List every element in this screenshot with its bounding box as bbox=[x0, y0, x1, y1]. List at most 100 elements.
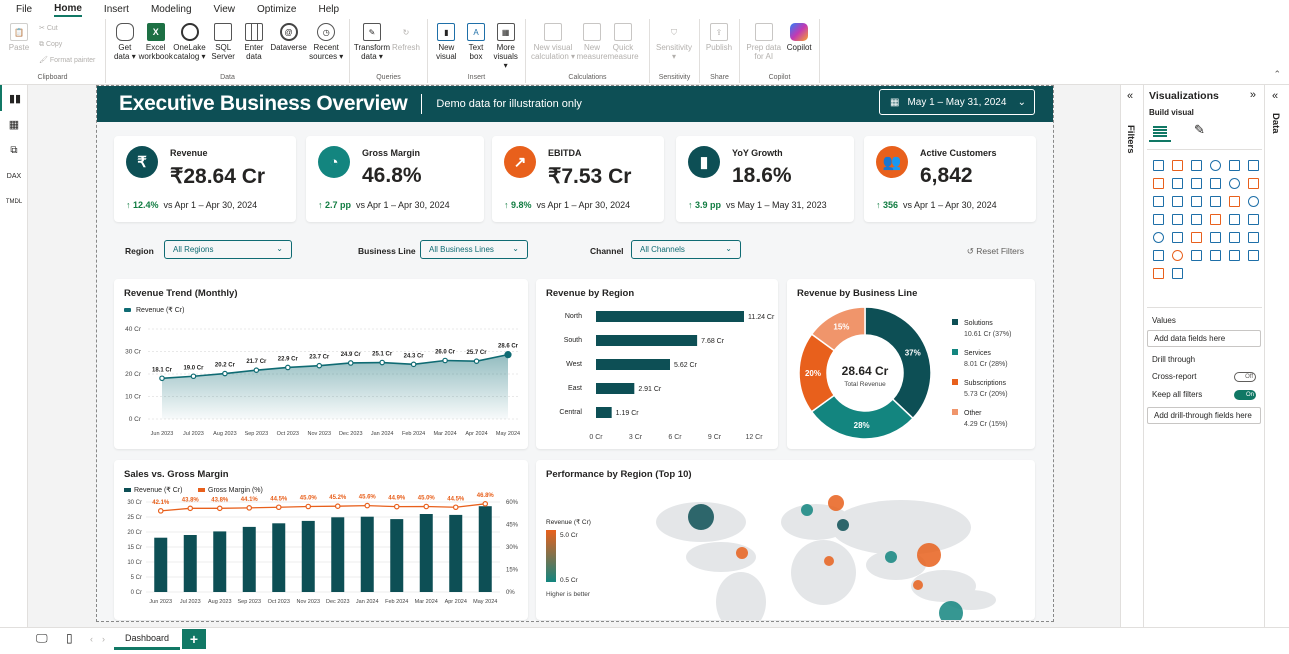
menu-modeling[interactable]: Modeling bbox=[150, 4, 192, 15]
sensitivity-button[interactable]: ⛉ Sensitivity ▾ bbox=[654, 21, 694, 83]
visual-type-icon[interactable] bbox=[1188, 193, 1205, 210]
revenue-trend-card[interactable]: Revenue Trend (Monthly) Revenue (₹ Cr) 0 … bbox=[114, 279, 528, 449]
values-well[interactable]: Add data fields here bbox=[1147, 330, 1261, 347]
more-visuals-button[interactable]: ▦ More visuals ▾ bbox=[491, 21, 520, 83]
visual-type-icon[interactable] bbox=[1169, 247, 1186, 264]
publish-button[interactable]: ⇪ Publish bbox=[704, 21, 734, 83]
model-view-button[interactable]: ⧉ bbox=[0, 137, 28, 163]
copilot-button[interactable]: Copilot bbox=[784, 21, 814, 83]
visual-type-icon[interactable] bbox=[1245, 193, 1262, 210]
region-dropdown[interactable]: All Regions ⌄ bbox=[164, 240, 292, 259]
menu-file[interactable]: File bbox=[16, 4, 33, 15]
tab-dashboard[interactable]: Dashboard bbox=[114, 628, 180, 650]
enter-data-button[interactable]: Enter data bbox=[239, 21, 269, 83]
visual-type-icon[interactable] bbox=[1150, 265, 1167, 282]
visual-type-icon[interactable] bbox=[1169, 193, 1186, 210]
visual-type-icon[interactable] bbox=[1207, 229, 1224, 246]
visual-type-icon[interactable] bbox=[1169, 157, 1186, 174]
dataverse-button[interactable]: @ Dataverse bbox=[270, 21, 308, 83]
expand-data-icon[interactable]: « bbox=[1272, 90, 1279, 102]
menu-optimize[interactable]: Optimize bbox=[257, 4, 297, 15]
visual-type-icon[interactable] bbox=[1150, 211, 1167, 228]
text-box-button[interactable]: A Text box bbox=[462, 21, 491, 83]
visual-type-icon[interactable] bbox=[1169, 211, 1186, 228]
visual-type-icon[interactable] bbox=[1207, 157, 1224, 174]
new-visual-calculation-button[interactable]: New visual calculation ▾ bbox=[530, 21, 576, 83]
data-pane[interactable]: « Data bbox=[1264, 85, 1289, 627]
visual-type-icon[interactable] bbox=[1188, 247, 1205, 264]
filters-pane[interactable]: « Filters bbox=[1120, 85, 1143, 627]
channel-dropdown[interactable]: All Channels ⌄ bbox=[631, 240, 741, 259]
kpi-card[interactable]: ↗ EBITDA ₹7.53 Cr ↑ 9.8% vs Apr 1 – Apr … bbox=[492, 136, 664, 222]
paste-button[interactable]: 📋 Paste bbox=[4, 21, 34, 83]
cut-button[interactable]: ✂ Cut bbox=[39, 25, 58, 32]
new-visual-button[interactable]: ▮ New visual bbox=[432, 21, 461, 83]
build-visual-tab[interactable] bbox=[1149, 122, 1171, 142]
format-visual-tab[interactable]: ✎ bbox=[1194, 122, 1205, 138]
tmdl-view-button[interactable]: TMDL bbox=[0, 189, 28, 215]
business-line-dropdown[interactable]: All Business Lines ⌄ bbox=[420, 240, 528, 259]
visual-type-icon[interactable] bbox=[1150, 175, 1167, 192]
visual-type-icon[interactable] bbox=[1150, 247, 1167, 264]
excel-workbook-button[interactable]: X Excel workbook bbox=[139, 21, 173, 83]
visual-type-icon[interactable] bbox=[1169, 229, 1186, 246]
sql-server-button[interactable]: SQL Server bbox=[208, 21, 238, 83]
visual-type-icon[interactable] bbox=[1207, 247, 1224, 264]
menu-home[interactable]: Home bbox=[54, 3, 82, 17]
new-measure-button[interactable]: New measure bbox=[576, 21, 608, 83]
cross-report-toggle[interactable]: Off bbox=[1234, 372, 1256, 382]
visual-type-icon[interactable] bbox=[1150, 193, 1167, 210]
kpi-card[interactable]: 👥 Active Customers 6,842 ↑ 356 vs Apr 1 … bbox=[864, 136, 1036, 222]
visual-type-icon[interactable] bbox=[1188, 229, 1205, 246]
quick-measure-button[interactable]: Quick measure bbox=[607, 21, 639, 83]
copy-button[interactable]: ⧉ Copy bbox=[39, 41, 63, 48]
visual-type-icon[interactable] bbox=[1169, 265, 1186, 282]
format-painter-button[interactable]: 🖌 Format painter bbox=[39, 57, 96, 64]
visual-type-icon[interactable] bbox=[1188, 157, 1205, 174]
visual-type-icon[interactable] bbox=[1169, 175, 1186, 192]
drill-through-well[interactable]: Add drill-through fields here bbox=[1147, 407, 1261, 424]
visual-type-icon[interactable] bbox=[1188, 211, 1205, 228]
visual-type-icon[interactable] bbox=[1188, 175, 1205, 192]
transform-data-button[interactable]: ✎ Transform data ▾ bbox=[354, 21, 390, 83]
visual-type-icon[interactable] bbox=[1207, 193, 1224, 210]
reset-filters-button[interactable]: ↺ Reset Filters bbox=[966, 246, 1024, 256]
visual-type-icon[interactable] bbox=[1226, 229, 1243, 246]
visual-type-icon[interactable] bbox=[1245, 211, 1262, 228]
performance-by-region-card[interactable]: Performance by Region (Top 10) Revenue (… bbox=[536, 460, 1035, 621]
menu-help[interactable]: Help bbox=[318, 4, 340, 15]
keep-all-filters-toggle[interactable]: On bbox=[1234, 390, 1256, 400]
visual-type-icon[interactable] bbox=[1245, 247, 1262, 264]
revenue-by-business-line-card[interactable]: Revenue by Business Line 37% 28% 20% 15% 28.… bbox=[787, 279, 1035, 449]
menu-view[interactable]: View bbox=[213, 4, 236, 15]
refresh-button[interactable]: ↻ Refresh bbox=[391, 21, 421, 83]
visual-type-icon[interactable] bbox=[1207, 211, 1224, 228]
collapse-ribbon-icon[interactable]: ⌃ bbox=[1273, 69, 1281, 79]
revenue-by-region-card[interactable]: Revenue by Region 0 Cr 3 Cr 6 Cr 9 Cr 12 Cr N… bbox=[536, 279, 778, 449]
visual-type-icon[interactable] bbox=[1207, 175, 1224, 192]
prep-data-for-ai-button[interactable]: Prep data for AI bbox=[744, 21, 783, 83]
visual-type-icon[interactable] bbox=[1245, 229, 1262, 246]
visual-type-icon[interactable] bbox=[1150, 229, 1167, 246]
visual-type-icon[interactable] bbox=[1245, 175, 1262, 192]
visual-type-icon[interactable] bbox=[1150, 157, 1167, 174]
prev-page-icon[interactable]: ‹ bbox=[90, 634, 93, 644]
report-view-button[interactable]: ▮▮ bbox=[0, 85, 28, 111]
next-page-icon[interactable]: › bbox=[102, 634, 105, 644]
recent-sources-button[interactable]: ◷ Recent sources ▾ bbox=[308, 21, 344, 83]
visual-type-icon[interactable] bbox=[1226, 157, 1243, 174]
collapse-pane-icon[interactable]: » bbox=[1249, 89, 1256, 101]
visual-type-icon[interactable] bbox=[1226, 193, 1243, 210]
add-page-button[interactable]: + bbox=[182, 629, 206, 649]
kpi-card[interactable]: ₹ Revenue ₹28.64 Cr ↑ 12.4% vs Apr 1 – A… bbox=[114, 136, 296, 222]
onelake-catalog-button[interactable]: OneLake catalog ▾ bbox=[172, 21, 208, 83]
expand-filters-icon[interactable]: « bbox=[1127, 90, 1134, 102]
sales-vs-gross-margin-card[interactable]: Sales vs. Gross Margin Revenue (₹ Cr) Gro… bbox=[114, 460, 528, 620]
table-view-button[interactable]: ▦ bbox=[0, 111, 28, 137]
visual-type-icon[interactable] bbox=[1245, 157, 1262, 174]
visual-type-icon[interactable] bbox=[1226, 211, 1243, 228]
desktop-layout-icon[interactable]: 🖵 bbox=[36, 631, 48, 645]
menu-insert[interactable]: Insert bbox=[103, 4, 129, 15]
kpi-card[interactable]: ▮ YoY Growth 18.6% ↑ 3.9 pp vs May 1 – M… bbox=[676, 136, 854, 222]
dax-query-view-button[interactable]: DAX bbox=[0, 163, 28, 189]
